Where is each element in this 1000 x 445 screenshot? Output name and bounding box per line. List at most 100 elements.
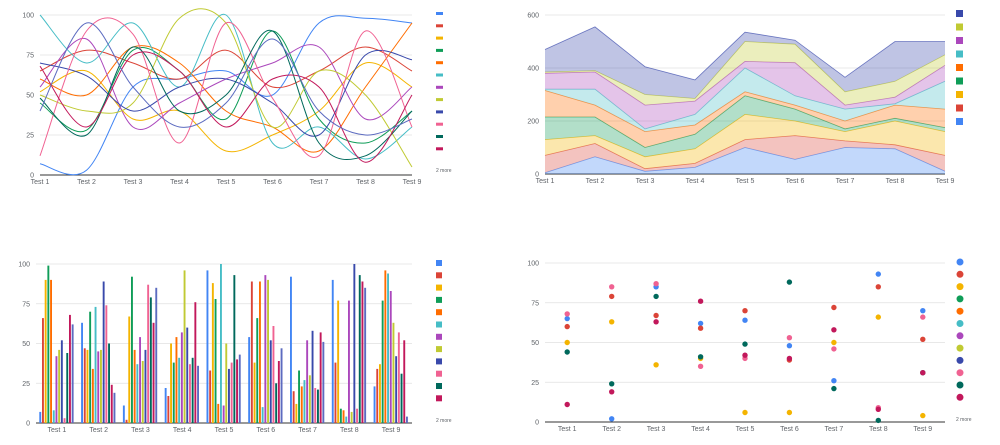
bar <box>186 327 189 423</box>
area-series <box>545 26 945 99</box>
scatter-point <box>564 311 570 317</box>
bar <box>331 279 334 423</box>
x-tick-label: Test 2 <box>89 427 108 434</box>
scatter-chart: 0 25 50 75 100 Test 1 Test 2 Test 3 Test 4 Test 5… <box>527 258 972 433</box>
y-tick-label: 75 <box>22 301 30 308</box>
legend-swatch <box>436 61 443 65</box>
area-series <box>545 90 945 148</box>
bar <box>353 264 356 423</box>
bar <box>108 343 110 423</box>
legend-swatch <box>436 12 443 15</box>
legend-swatch <box>956 91 963 98</box>
y-tick-label: 50 <box>22 341 30 348</box>
bar <box>42 318 44 423</box>
bar <box>314 388 317 423</box>
y-tick-label: 100 <box>18 262 30 269</box>
scatter-point <box>920 336 926 342</box>
line-series <box>39 22 413 153</box>
legend-more-label: 2 more <box>436 418 452 424</box>
line-series <box>39 15 413 176</box>
legend-swatch <box>956 23 963 31</box>
legend-swatch <box>436 36 443 40</box>
area-series-edge <box>545 95 946 148</box>
bar <box>364 287 367 423</box>
area-series-edge <box>544 90 946 133</box>
bar <box>350 411 353 423</box>
x-tick-label: Test 8 <box>869 426 888 433</box>
bar <box>63 418 66 423</box>
scatter-point <box>564 339 570 346</box>
area-series <box>545 95 945 157</box>
bar <box>172 362 175 423</box>
legend-swatch <box>956 77 963 85</box>
y-tick-label: 25 <box>22 381 30 388</box>
x-tick-label: Test 5 <box>215 427 234 434</box>
bar <box>384 270 387 423</box>
y-tick-label: 600 <box>527 13 539 20</box>
legend-marker <box>956 283 964 291</box>
x-tick-label: Test 5 <box>736 178 755 185</box>
bar <box>189 364 191 423</box>
bar <box>373 386 376 423</box>
bar <box>211 283 214 423</box>
legend-swatch <box>436 260 442 266</box>
scatter-point <box>875 284 881 290</box>
legend-swatch <box>436 110 443 114</box>
bar <box>308 375 311 423</box>
bar <box>102 281 105 423</box>
bar-chart-panel: 0 25 50 75 100 Test 1 Test 2 Test 3 Test 4 Test 5… <box>0 222 500 445</box>
x-tick-label: Test 7 <box>825 426 844 433</box>
bar <box>267 279 269 423</box>
bar <box>164 388 167 423</box>
line-chart-panel: 0 25 50 75 100 Test 1 Test 2 Test 3 Test 4 Test 5… <box>0 0 500 222</box>
scatter-point <box>653 312 659 319</box>
y-tick-label: 0 <box>535 172 539 179</box>
bar <box>228 368 230 423</box>
x-tick-label: Test 8 <box>886 178 905 185</box>
legend-swatch <box>436 135 443 138</box>
y-tick-label: 50 <box>26 93 34 100</box>
bar <box>55 356 58 423</box>
bar <box>298 370 300 423</box>
legend-swatch <box>436 73 443 77</box>
bar <box>60 340 63 423</box>
bar <box>361 281 364 423</box>
x-tick-label: Test 1 <box>48 427 67 434</box>
bar <box>392 322 395 423</box>
bar <box>167 396 170 423</box>
bar <box>89 311 92 423</box>
bar <box>206 270 209 423</box>
bar <box>83 348 86 423</box>
scatter-point <box>920 308 926 314</box>
bar <box>141 361 144 423</box>
bar <box>317 389 319 423</box>
bar <box>113 392 116 423</box>
x-tick-label: Test 8 <box>356 179 375 186</box>
scatter-point <box>831 327 837 333</box>
bar <box>155 287 158 423</box>
bar <box>58 349 61 423</box>
line-series <box>39 30 413 144</box>
legend-marker <box>956 270 964 278</box>
scatter-point <box>831 385 837 392</box>
bar <box>50 279 52 423</box>
bar <box>39 411 42 423</box>
scatter-point <box>697 363 704 369</box>
bar <box>342 410 345 423</box>
x-tick-label: Test 1 <box>558 426 577 433</box>
legend-marker <box>956 356 964 364</box>
legend-marker <box>956 381 964 389</box>
bar <box>86 349 89 423</box>
bar <box>44 279 47 423</box>
bar-chart: 0 25 50 75 100 Test 1 Test 2 Test 3 Test 4 Test 5… <box>18 260 452 434</box>
scatter-point <box>875 417 881 424</box>
bar <box>122 405 125 423</box>
area-series-edge <box>544 147 946 174</box>
bar <box>379 364 381 423</box>
legend-marker <box>956 332 964 340</box>
x-tick-label: Test 2 <box>77 179 96 186</box>
legend-swatch <box>956 104 963 112</box>
bar <box>272 326 275 423</box>
legend-swatch <box>436 24 443 28</box>
